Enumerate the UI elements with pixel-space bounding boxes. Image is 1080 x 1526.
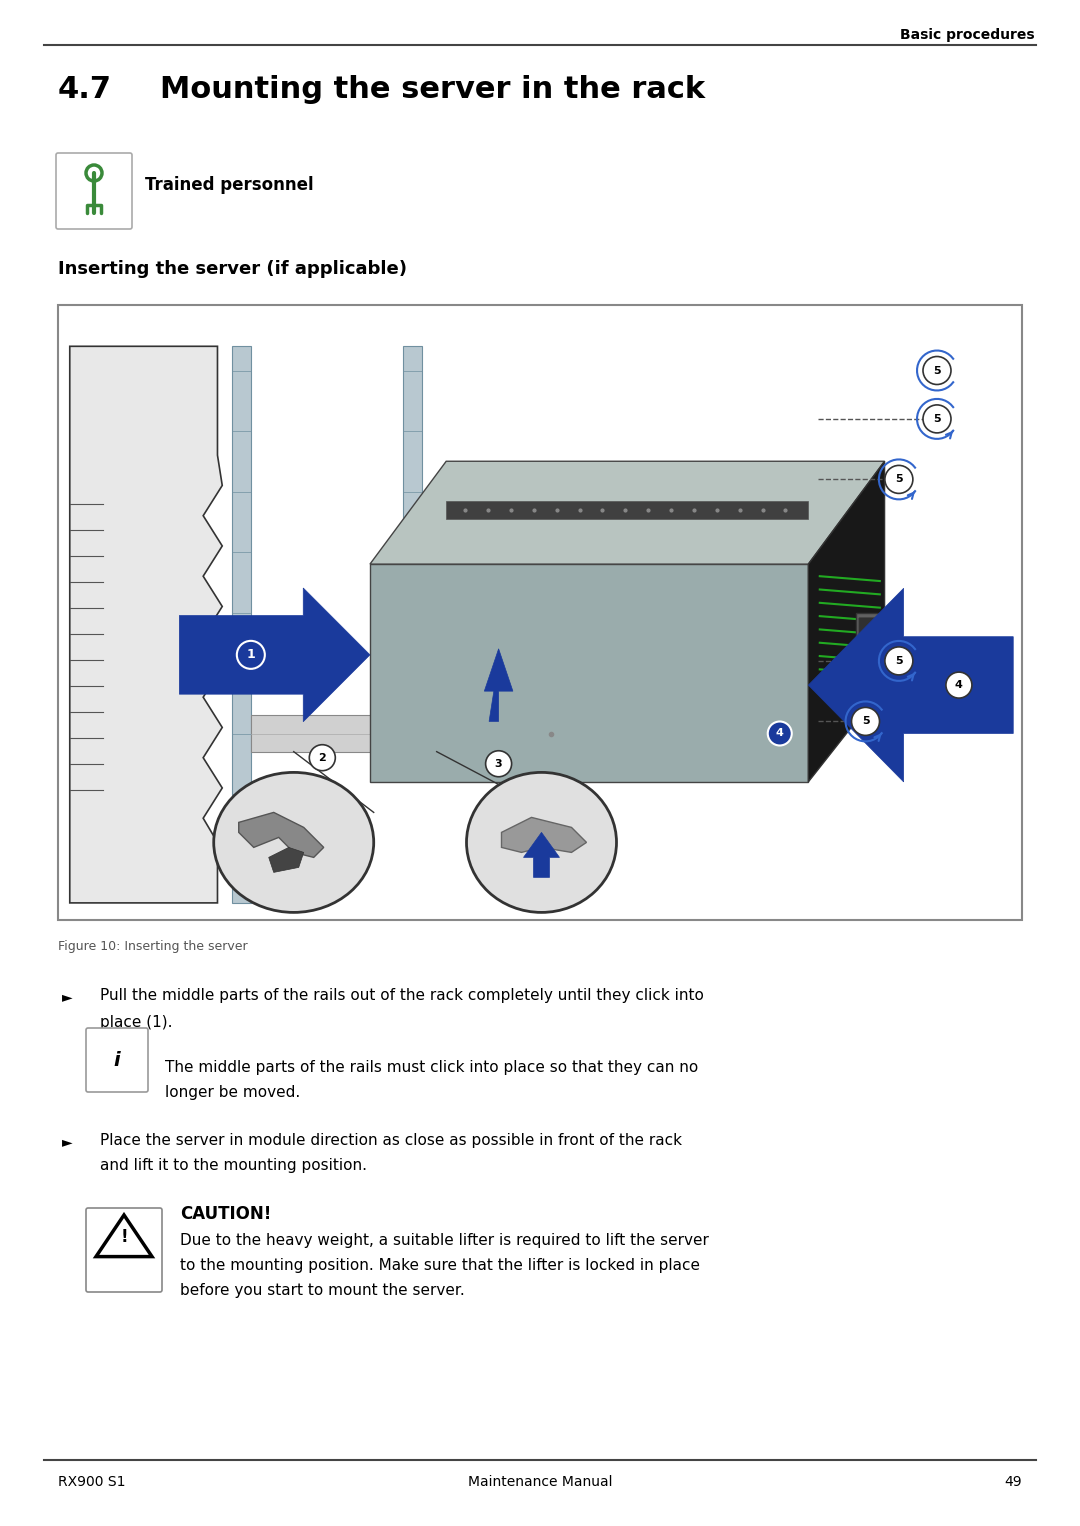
- Ellipse shape: [467, 772, 617, 913]
- Polygon shape: [96, 1215, 152, 1256]
- Text: Trained personnel: Trained personnel: [145, 175, 313, 194]
- Text: 4: 4: [955, 681, 963, 690]
- Text: Pull the middle parts of the rails out of the rack completely until they click i: Pull the middle parts of the rails out o…: [100, 987, 704, 1003]
- Circle shape: [923, 404, 951, 433]
- Text: Inserting the server (if applicable): Inserting the server (if applicable): [58, 259, 407, 278]
- Circle shape: [885, 465, 913, 493]
- Text: 5: 5: [933, 366, 941, 375]
- Polygon shape: [524, 832, 559, 877]
- Polygon shape: [370, 565, 808, 781]
- Polygon shape: [808, 589, 1013, 781]
- Text: 1: 1: [246, 649, 255, 661]
- Text: 4.7: 4.7: [58, 75, 112, 104]
- Circle shape: [237, 641, 265, 668]
- Text: Due to the heavy weight, a suitable lifter is required to lift the server: Due to the heavy weight, a suitable lift…: [180, 1233, 708, 1248]
- Text: Maintenance Manual: Maintenance Manual: [468, 1476, 612, 1489]
- Text: 49: 49: [1004, 1476, 1022, 1489]
- Circle shape: [309, 745, 335, 771]
- Polygon shape: [179, 588, 370, 722]
- Text: 2: 2: [319, 752, 326, 763]
- Text: place (1).: place (1).: [100, 1015, 173, 1030]
- Polygon shape: [484, 649, 513, 722]
- Polygon shape: [251, 716, 713, 752]
- Text: longer be moved.: longer be moved.: [165, 1085, 300, 1100]
- Text: and lift it to the mounting position.: and lift it to the mounting position.: [100, 1158, 367, 1173]
- Text: Place the server in module direction as close as possible in front of the rack: Place the server in module direction as …: [100, 1132, 681, 1148]
- Text: Mounting the server in the rack: Mounting the server in the rack: [160, 75, 705, 104]
- FancyBboxPatch shape: [859, 618, 880, 668]
- Circle shape: [851, 708, 879, 736]
- FancyBboxPatch shape: [56, 153, 132, 229]
- Polygon shape: [403, 346, 422, 734]
- Text: to the mounting position. Make sure that the lifter is locked in place: to the mounting position. Make sure that…: [180, 1257, 700, 1273]
- Text: 3: 3: [495, 758, 502, 769]
- Circle shape: [486, 751, 512, 777]
- Polygon shape: [808, 461, 885, 781]
- Text: Figure 10: Inserting the server: Figure 10: Inserting the server: [58, 940, 247, 954]
- Polygon shape: [70, 346, 222, 903]
- Polygon shape: [269, 847, 303, 873]
- Polygon shape: [501, 818, 586, 853]
- Circle shape: [946, 671, 972, 697]
- Polygon shape: [239, 812, 324, 858]
- Polygon shape: [446, 501, 808, 519]
- Bar: [58, 305, 1022, 920]
- Text: ►: ►: [62, 990, 72, 1004]
- Text: 5: 5: [895, 656, 903, 665]
- Text: i: i: [113, 1050, 120, 1070]
- Polygon shape: [232, 346, 251, 903]
- Circle shape: [885, 647, 913, 674]
- Ellipse shape: [214, 772, 374, 913]
- Text: 5: 5: [933, 414, 941, 424]
- Circle shape: [923, 357, 951, 385]
- FancyBboxPatch shape: [86, 1209, 162, 1293]
- Text: Basic procedures: Basic procedures: [901, 27, 1035, 43]
- Text: The middle parts of the rails must click into place so that they can no: The middle parts of the rails must click…: [165, 1061, 699, 1074]
- Text: !: !: [120, 1228, 127, 1247]
- Text: before you start to mount the server.: before you start to mount the server.: [180, 1283, 464, 1299]
- Text: ►: ►: [62, 1135, 72, 1149]
- Text: 4: 4: [775, 728, 784, 739]
- Polygon shape: [856, 612, 882, 673]
- FancyBboxPatch shape: [86, 1029, 148, 1093]
- Text: 5: 5: [895, 475, 903, 484]
- Polygon shape: [370, 461, 885, 565]
- Circle shape: [768, 722, 792, 746]
- Text: RX900 S1: RX900 S1: [58, 1476, 125, 1489]
- Text: CAUTION!: CAUTION!: [180, 1206, 271, 1222]
- Text: 5: 5: [862, 716, 869, 726]
